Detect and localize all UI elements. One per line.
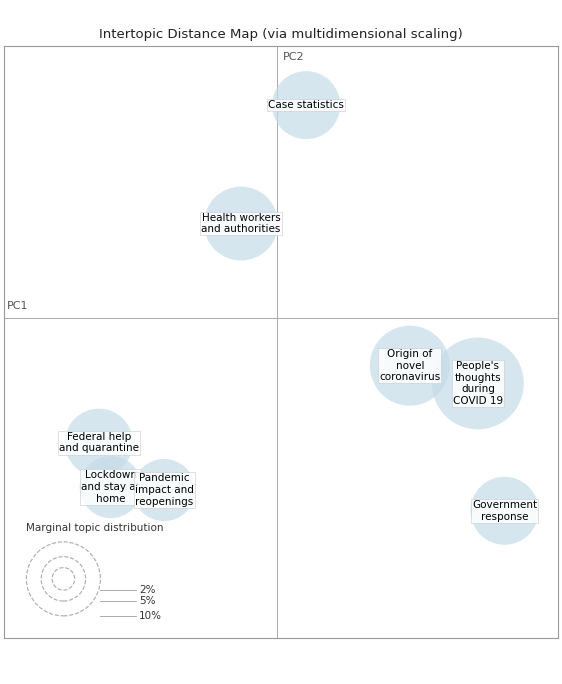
Text: Lockdown
and stay at
home: Lockdown and stay at home (81, 471, 140, 503)
Text: Government
response: Government response (472, 500, 537, 522)
Circle shape (204, 187, 278, 261)
Text: 10%: 10% (139, 611, 162, 621)
Circle shape (432, 338, 524, 430)
Text: Federal help
and quarantine: Federal help and quarantine (59, 432, 139, 453)
Circle shape (65, 408, 133, 477)
Text: 5%: 5% (139, 596, 155, 606)
Text: Pandemic
impact and
reopenings: Pandemic impact and reopenings (135, 473, 193, 507)
Text: Case statistics: Case statistics (268, 100, 344, 110)
Circle shape (80, 456, 142, 518)
Circle shape (133, 459, 195, 521)
Title: Intertopic Distance Map (via multidimensional scaling): Intertopic Distance Map (via multidimens… (99, 27, 463, 40)
Text: Health workers
and authorities: Health workers and authorities (201, 213, 280, 235)
Text: People's
thoughts
during
COVID 19: People's thoughts during COVID 19 (453, 361, 503, 406)
Text: Marginal topic distribution: Marginal topic distribution (26, 523, 164, 533)
Circle shape (470, 477, 538, 545)
Circle shape (370, 326, 450, 406)
Text: PC1: PC1 (7, 301, 29, 311)
Text: Origin of
novel
coronavirus: Origin of novel coronavirus (379, 349, 441, 382)
Circle shape (272, 71, 340, 139)
Text: 2%: 2% (139, 585, 155, 595)
Text: PC2: PC2 (283, 52, 304, 62)
